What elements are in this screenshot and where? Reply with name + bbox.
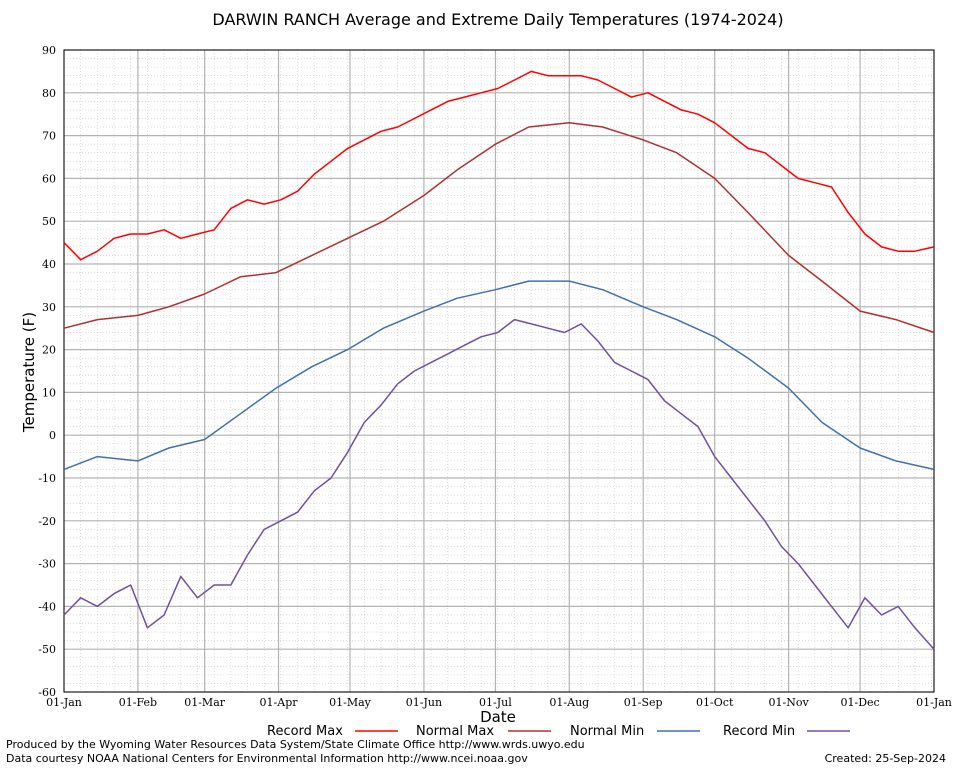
- x-axis-ticks: 01-Jan 01-Feb 01-Mar 01-Apr 01-May 01-Jun 01-J…: [46, 696, 952, 709]
- legend-label-record-max: Record Max: [267, 724, 343, 739]
- y-tick-label: 0: [49, 429, 56, 442]
- x-tick-label: 01-Sep: [624, 696, 663, 709]
- footer-created-date: Created: 25-Sep-2024: [825, 752, 946, 765]
- x-tick-label: 01-May: [329, 696, 372, 709]
- y-tick-label: 30: [42, 301, 56, 314]
- y-tick-label: -50: [38, 643, 56, 656]
- series-line-normal-min: [63, 280, 935, 471]
- y-tick-label: 40: [42, 258, 56, 271]
- series-line-record-min: [63, 318, 935, 650]
- y-tick-label: 80: [42, 87, 56, 100]
- x-axis-title: Date: [480, 708, 516, 726]
- y-tick-label: 50: [42, 215, 56, 228]
- y-tick-label: -20: [38, 515, 56, 528]
- x-tick-label: 01-Aug: [549, 696, 589, 709]
- x-tick-label: 01-Mar: [184, 696, 226, 709]
- footer-credit-wrds: Produced by the Wyoming Water Resources …: [6, 738, 585, 751]
- x-tick-label: 01-Jun: [406, 696, 442, 709]
- series-layer: [63, 70, 935, 650]
- series-line-record-max: [63, 70, 935, 261]
- x-tick-label: 01-Nov: [769, 696, 810, 709]
- x-tick-label: 01-Feb: [119, 696, 157, 709]
- chart-title: DARWIN RANCH Average and Extreme Daily T…: [212, 10, 783, 29]
- x-tick-label: 01-Jul: [479, 696, 512, 709]
- y-tick-label: 10: [42, 386, 56, 399]
- y-tick-label: -60: [38, 686, 56, 699]
- y-tick-label: 20: [42, 344, 56, 357]
- y-axis-ticks: 90 80 70 60 50 40 30 20 10 0 -10 -20 -30 -40 -50 -60: [38, 44, 56, 699]
- x-tick-label: 01-Jan: [916, 696, 952, 709]
- legend: Record Max Normal Max Normal Min Record …: [267, 724, 850, 739]
- legend-label-normal-min: Normal Min: [570, 724, 644, 739]
- x-tick-label: 01-Jan: [46, 696, 82, 709]
- y-tick-label: 70: [42, 130, 56, 143]
- y-tick-label: 90: [42, 44, 56, 57]
- legend-label-normal-max: Normal Max: [416, 724, 494, 739]
- x-tick-label: 01-Oct: [696, 696, 734, 709]
- x-tick-label: 01-Apr: [260, 696, 299, 709]
- y-tick-label: -30: [38, 558, 56, 571]
- major-gridlines: [63, 49, 935, 693]
- legend-label-record-min: Record Min: [723, 724, 795, 739]
- y-tick-label: -10: [38, 472, 56, 485]
- y-axis-title: Temperature (F): [20, 312, 38, 433]
- plot-frame: [63, 49, 935, 693]
- series-line-normal-max: [63, 122, 935, 334]
- x-tick-label: 01-Dec: [841, 696, 880, 709]
- minor-gridlines: [64, 50, 934, 692]
- y-tick-label: -40: [38, 600, 56, 613]
- footer-credit-ncei: Data courtesy NOAA National Centers for …: [6, 752, 528, 765]
- y-tick-label: 60: [42, 172, 56, 185]
